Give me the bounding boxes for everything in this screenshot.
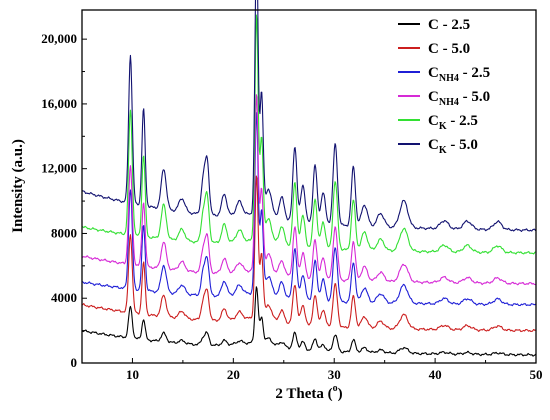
legend-label-1: C - 5.0 xyxy=(428,41,470,57)
y-axis: 0 4000 8000 12,000 16,000 20,000 xyxy=(41,31,87,370)
series-line-0 xyxy=(81,286,537,357)
series-line-3 xyxy=(81,94,537,286)
legend: C - 2.5 C - 5.0 CNH4 - 2.5 CNH4 - 5.0 CK - 2… xyxy=(398,17,490,156)
x-tick-label: 20 xyxy=(227,367,240,382)
x-tick-label: 30 xyxy=(328,367,341,382)
series-layer xyxy=(81,0,537,357)
y-tick-label: 12,000 xyxy=(41,161,77,176)
legend-label-3: CNH4 - 5.0 xyxy=(428,89,490,108)
legend-label-2: CNH4 - 2.5 xyxy=(428,65,490,84)
legend-label-5: CK - 5.0 xyxy=(428,137,478,156)
y-tick-label: 0 xyxy=(71,355,78,370)
y-axis-title: Intensity (a.u.) xyxy=(10,139,26,233)
legend-label-4: CK - 2.5 xyxy=(428,113,478,132)
x-tick-label: 50 xyxy=(530,367,543,382)
legend-label-0: C - 2.5 xyxy=(428,17,470,33)
plot-frame xyxy=(81,9,537,364)
y-tick-label: 4000 xyxy=(51,290,77,305)
series-line-5 xyxy=(81,0,537,233)
y-tick-label: 8000 xyxy=(51,225,77,240)
series-line-2 xyxy=(81,112,537,307)
y-tick-label: 16,000 xyxy=(41,96,77,111)
x-axis-title: 2 Theta (o) xyxy=(275,383,342,402)
y-tick-label: 20,000 xyxy=(41,31,77,46)
series-line-1 xyxy=(81,175,537,333)
x-tick-label: 10 xyxy=(126,367,139,382)
x-tick-label: 40 xyxy=(429,367,442,382)
x-axis: 10 20 30 40 50 xyxy=(126,358,543,382)
series-line-4 xyxy=(81,14,537,255)
